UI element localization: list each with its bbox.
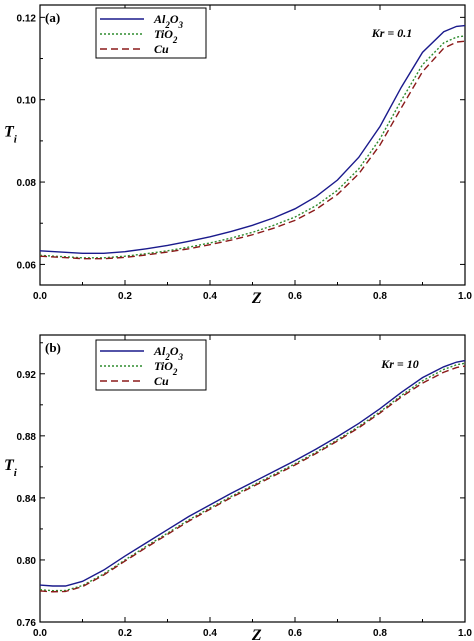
legend-box	[95, 7, 207, 59]
kr-annotation: Kr = 0.1	[371, 26, 413, 40]
x-tick-label: 1.0	[458, 291, 472, 302]
x-tick-label: 0.2	[118, 628, 132, 639]
x-tick-label: 0.8	[373, 291, 387, 302]
y-tick-label: 0.84	[17, 494, 37, 505]
y-axis-label: Ti	[4, 457, 18, 479]
y-tick-label: 0.88	[17, 432, 37, 443]
x-tick-label: 0.6	[288, 291, 302, 302]
x-tick-label: 0.4	[203, 628, 217, 639]
chart-panel-a: 0.0 0.2 0.4 0.6 0.8 1.00.060.080.100.12 Al2O3T…	[4, 4, 472, 307]
x-axis-label: Z	[251, 290, 262, 307]
x-tick-label: 0.0	[33, 628, 47, 639]
x-tick-label: 0.0	[33, 291, 47, 302]
legend-label: TiO2	[154, 359, 178, 377]
kr-annotation: Kr = 10	[380, 357, 419, 371]
y-tick-label: 0.80	[17, 556, 37, 567]
x-tick-label: 0.8	[373, 628, 387, 639]
legend-label: TiO2	[154, 27, 178, 45]
y-tick-label: 0.92	[17, 370, 37, 381]
x-tick-label: 0.4	[203, 291, 217, 302]
series-line-al2o3	[39, 24, 466, 254]
series-line-tio2	[39, 35, 466, 259]
x-tick-label: 0.6	[288, 628, 302, 639]
y-tick-label: 0.12	[17, 13, 37, 24]
panel-label: (a)	[45, 10, 60, 25]
y-tick-label: 0.06	[17, 260, 37, 271]
legend-label: Al2O3	[153, 344, 184, 362]
series-line-cu	[39, 365, 466, 593]
chart-panel-b: 0.0 0.2 0.4 0.6 0.8 1.0 0.76 0.80 0.84 0.88 0.92 Al…	[4, 334, 472, 641]
series-line-tio2	[39, 362, 466, 592]
x-tick-label: 0.2	[118, 291, 132, 302]
y-tick-label: 0.76	[17, 618, 37, 629]
legend-label: Cu	[154, 42, 169, 56]
panel-label: (b)	[45, 340, 61, 355]
series-line-al2o3	[39, 359, 466, 587]
x-tick-label: 1.0	[458, 628, 472, 639]
y-axis-label: Ti	[4, 124, 18, 146]
y-tick-label: 0.08	[17, 178, 37, 189]
series-line-cu	[39, 40, 466, 260]
x-axis-label: Z	[251, 627, 262, 641]
y-tick-label: 0.10	[17, 96, 37, 107]
legend-label: Cu	[154, 374, 169, 388]
legend-label: Al2O3	[153, 12, 184, 30]
legend-box	[95, 339, 207, 391]
